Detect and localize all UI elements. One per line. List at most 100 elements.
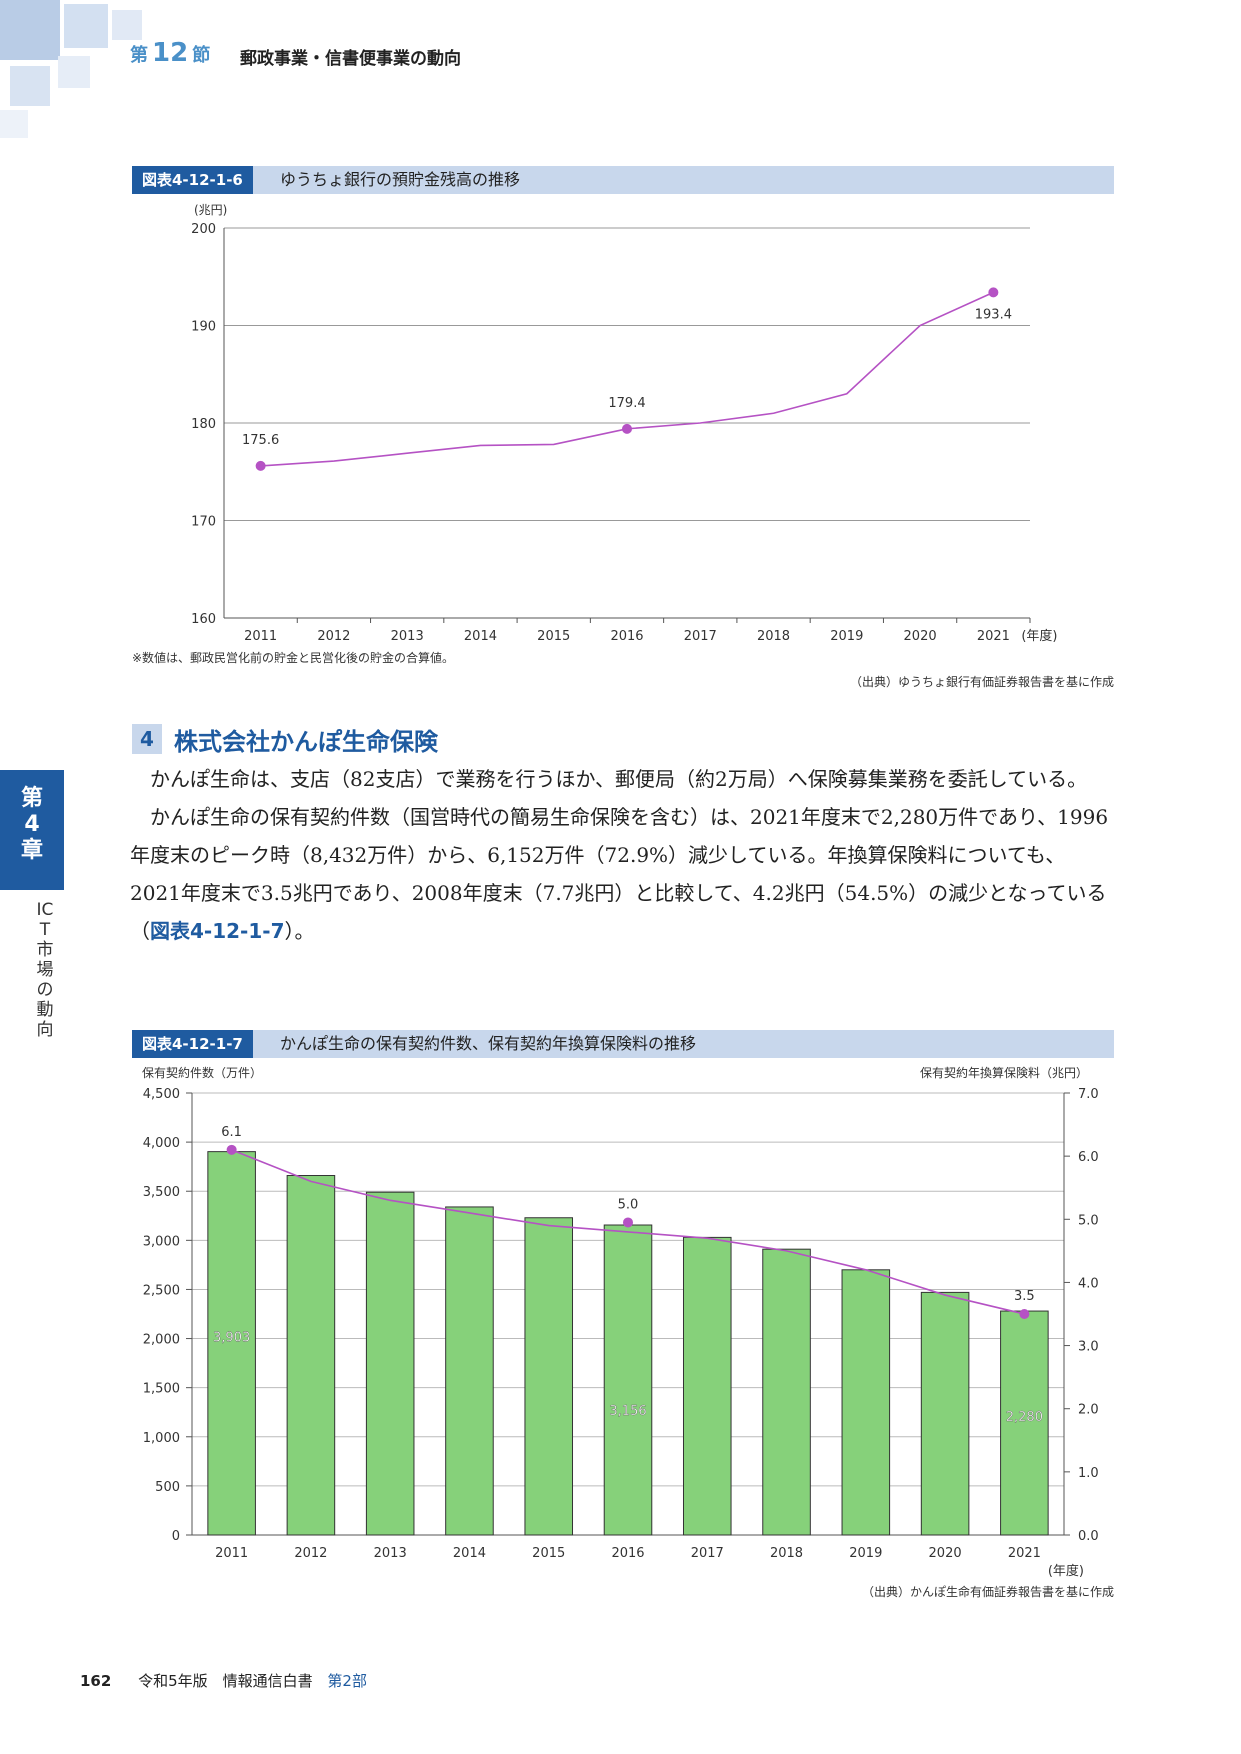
bar: [603, 1224, 653, 1536]
y-left-tick-label: 500: [155, 1480, 180, 1495]
x-tick-label: 2016: [611, 1546, 644, 1561]
y-left-tick-label: 2,500: [143, 1283, 180, 1298]
bar: [445, 1206, 494, 1536]
data-point: [255, 460, 266, 471]
x-tick-label: 2012: [294, 1546, 327, 1561]
y-right-tick-label: 1.0: [1078, 1466, 1099, 1481]
figure2-header: 図表4-12-1-7 かんぽ生命の保有契約件数、保有契約年換算保険料の推移: [132, 1030, 1114, 1058]
data-label: 175.6: [242, 433, 279, 448]
x-tick-label: 2012: [317, 629, 350, 644]
bar-data-label: 3,903: [213, 1331, 250, 1346]
premium-line: [231, 1149, 1025, 1315]
section4-title: 株式会社かんぽ生命保険: [174, 728, 438, 756]
section-label: 第 12 節: [130, 38, 211, 68]
page-footer: 162 令和5年版 情報通信白書 第2部: [80, 1670, 367, 1691]
x-tick-label: 2017: [684, 629, 717, 644]
x-tick-label: 2019: [830, 629, 863, 644]
x-tick-label: 2021: [977, 629, 1010, 644]
part-label: 第2部: [327, 1672, 367, 1690]
chart2-svg: 保有契約件数（万件） 保有契約年換算保険料（兆円） 0 500 1,000 1,500 2,…: [142, 1065, 1099, 1579]
data-label: 193.4: [975, 307, 1012, 322]
line-data-point: [1019, 1309, 1030, 1319]
bar-data-label: 2,280: [1006, 1410, 1043, 1425]
series-line: [260, 291, 994, 467]
x-tick-label: 2014: [464, 629, 497, 644]
y-right-tick-label: 0.0: [1078, 1529, 1099, 1544]
x-tick-label: 2013: [374, 1546, 407, 1561]
x-tick-label: 2015: [532, 1546, 565, 1561]
bar: [365, 1191, 415, 1536]
x-tick-label: 2018: [770, 1546, 803, 1561]
bar: [286, 1175, 336, 1536]
data-point: [988, 287, 999, 298]
x-tick-label: 2020: [904, 629, 937, 644]
y-tick-label: 160: [191, 612, 216, 627]
figure2-source: （出典）かんぽ生命有価証券報告書を基に作成: [861, 1585, 1114, 1599]
left-axis-title: 保有契約件数（万件）: [142, 1065, 262, 1080]
line-data-label: 5.0: [618, 1197, 639, 1212]
paragraph-1: かんぽ生命は、支店（82支店）で業務を行うほか、郵便局（約2万局）へ保険募集業務…: [150, 767, 1088, 791]
figure2-caption: かんぽ生命の保有契約件数、保有契約年換算保険料の推移: [280, 1034, 697, 1053]
paragraph-2: かんぽ生命の保有契約件数（国営時代の簡易生命保険を含む）は、2021年度末で2,…: [130, 805, 1109, 943]
y-left-tick-label: 2,000: [143, 1333, 180, 1348]
y-right-tick-label: 4.0: [1078, 1276, 1099, 1291]
figure1-note: ※数値は、郵政民営化前の貯金と民営化後の貯金の合算値。: [132, 651, 455, 665]
bar: [841, 1269, 891, 1536]
chart1-svg: 160 170 180 190 200 (兆円) 2011 2012 2013 2014 2015 2…: [191, 203, 1057, 644]
right-axis-title: 保有契約年換算保険料（兆円）: [920, 1065, 1088, 1080]
bar: [682, 1236, 732, 1536]
y-right-tick-label: 3.0: [1078, 1340, 1099, 1355]
x-axis-unit: (年度): [1021, 628, 1057, 644]
y-left-tick-label: 4,500: [143, 1087, 180, 1102]
y-right-tick-label: 2.0: [1078, 1403, 1099, 1418]
y-tick-label: 190: [191, 320, 216, 335]
x-tick-label: 2017: [691, 1546, 724, 1561]
y-left-tick-label: 1,500: [143, 1382, 180, 1397]
y-left-tick-label: 3,500: [143, 1185, 180, 1200]
x-tick-label: 2014: [453, 1546, 486, 1561]
section-title: 郵政事業・信書便事業の動向: [240, 49, 461, 69]
x-axis-unit: (年度): [1048, 1563, 1084, 1579]
y-right-tick-label: 6.0: [1078, 1150, 1099, 1165]
y-left-tick-label: 4,000: [143, 1136, 180, 1151]
x-tick-label: 2020: [929, 1546, 962, 1561]
bar: [207, 1151, 256, 1536]
figure1-source: （出典）ゆうちょ銀行有価証券報告書を基に作成: [849, 675, 1114, 689]
x-tick-label: 2013: [391, 629, 424, 644]
line-data-label: 3.5: [1014, 1289, 1035, 1304]
y-right-tick-label: 7.0: [1078, 1087, 1099, 1102]
y-left-tick-label: 0: [172, 1529, 180, 1544]
x-tick-label: 2011: [215, 1546, 248, 1561]
line-data-point: [226, 1144, 237, 1155]
line-data-point: [623, 1217, 633, 1228]
bar: [920, 1291, 970, 1536]
x-tick-label: 2016: [610, 629, 643, 644]
corner-decoration: [0, 0, 260, 150]
bar-data-label: 3,156: [609, 1404, 646, 1419]
figure2-tag: 図表4-12-1-7: [132, 1030, 253, 1058]
x-tick-label: 2015: [537, 629, 570, 644]
x-tick-label: 2019: [849, 1546, 882, 1561]
figure-reference-link[interactable]: 図表4-12-1-7: [150, 919, 285, 943]
x-tick-label: 2011: [244, 629, 277, 644]
y-tick-label: 170: [191, 515, 216, 530]
figure1-caption: ゆうちょ銀行の預貯金残高の推移: [280, 170, 521, 189]
chapter-side-text: ICT市場の動向: [36, 900, 54, 1040]
x-tick-label: 2021: [1008, 1546, 1041, 1561]
body-text: かんぽ生命は、支店（82支店）で業務を行うほか、郵便局（約2万局）へ保険募集業務…: [130, 760, 1114, 950]
y-axis-unit: (兆円): [194, 203, 227, 217]
y-right-tick-label: 5.0: [1078, 1213, 1099, 1228]
bar: [762, 1248, 811, 1536]
data-label: 179.4: [608, 396, 645, 411]
y-tick-label: 200: [191, 222, 216, 237]
page-header: 第 12 節 郵政事業・信書便事業の動向: [130, 38, 461, 69]
line-data-label: 6.1: [221, 1125, 242, 1140]
page-number: 162: [80, 1672, 112, 1690]
book-title: 令和5年版 情報通信白書: [138, 1672, 313, 1690]
data-point: [622, 423, 632, 434]
figure1-header: 図表4-12-1-6 ゆうちょ銀行の預貯金残高の推移: [132, 166, 1114, 194]
x-tick-label: 2018: [757, 629, 790, 644]
bar: [524, 1217, 574, 1536]
y-tick-label: 180: [191, 417, 216, 432]
